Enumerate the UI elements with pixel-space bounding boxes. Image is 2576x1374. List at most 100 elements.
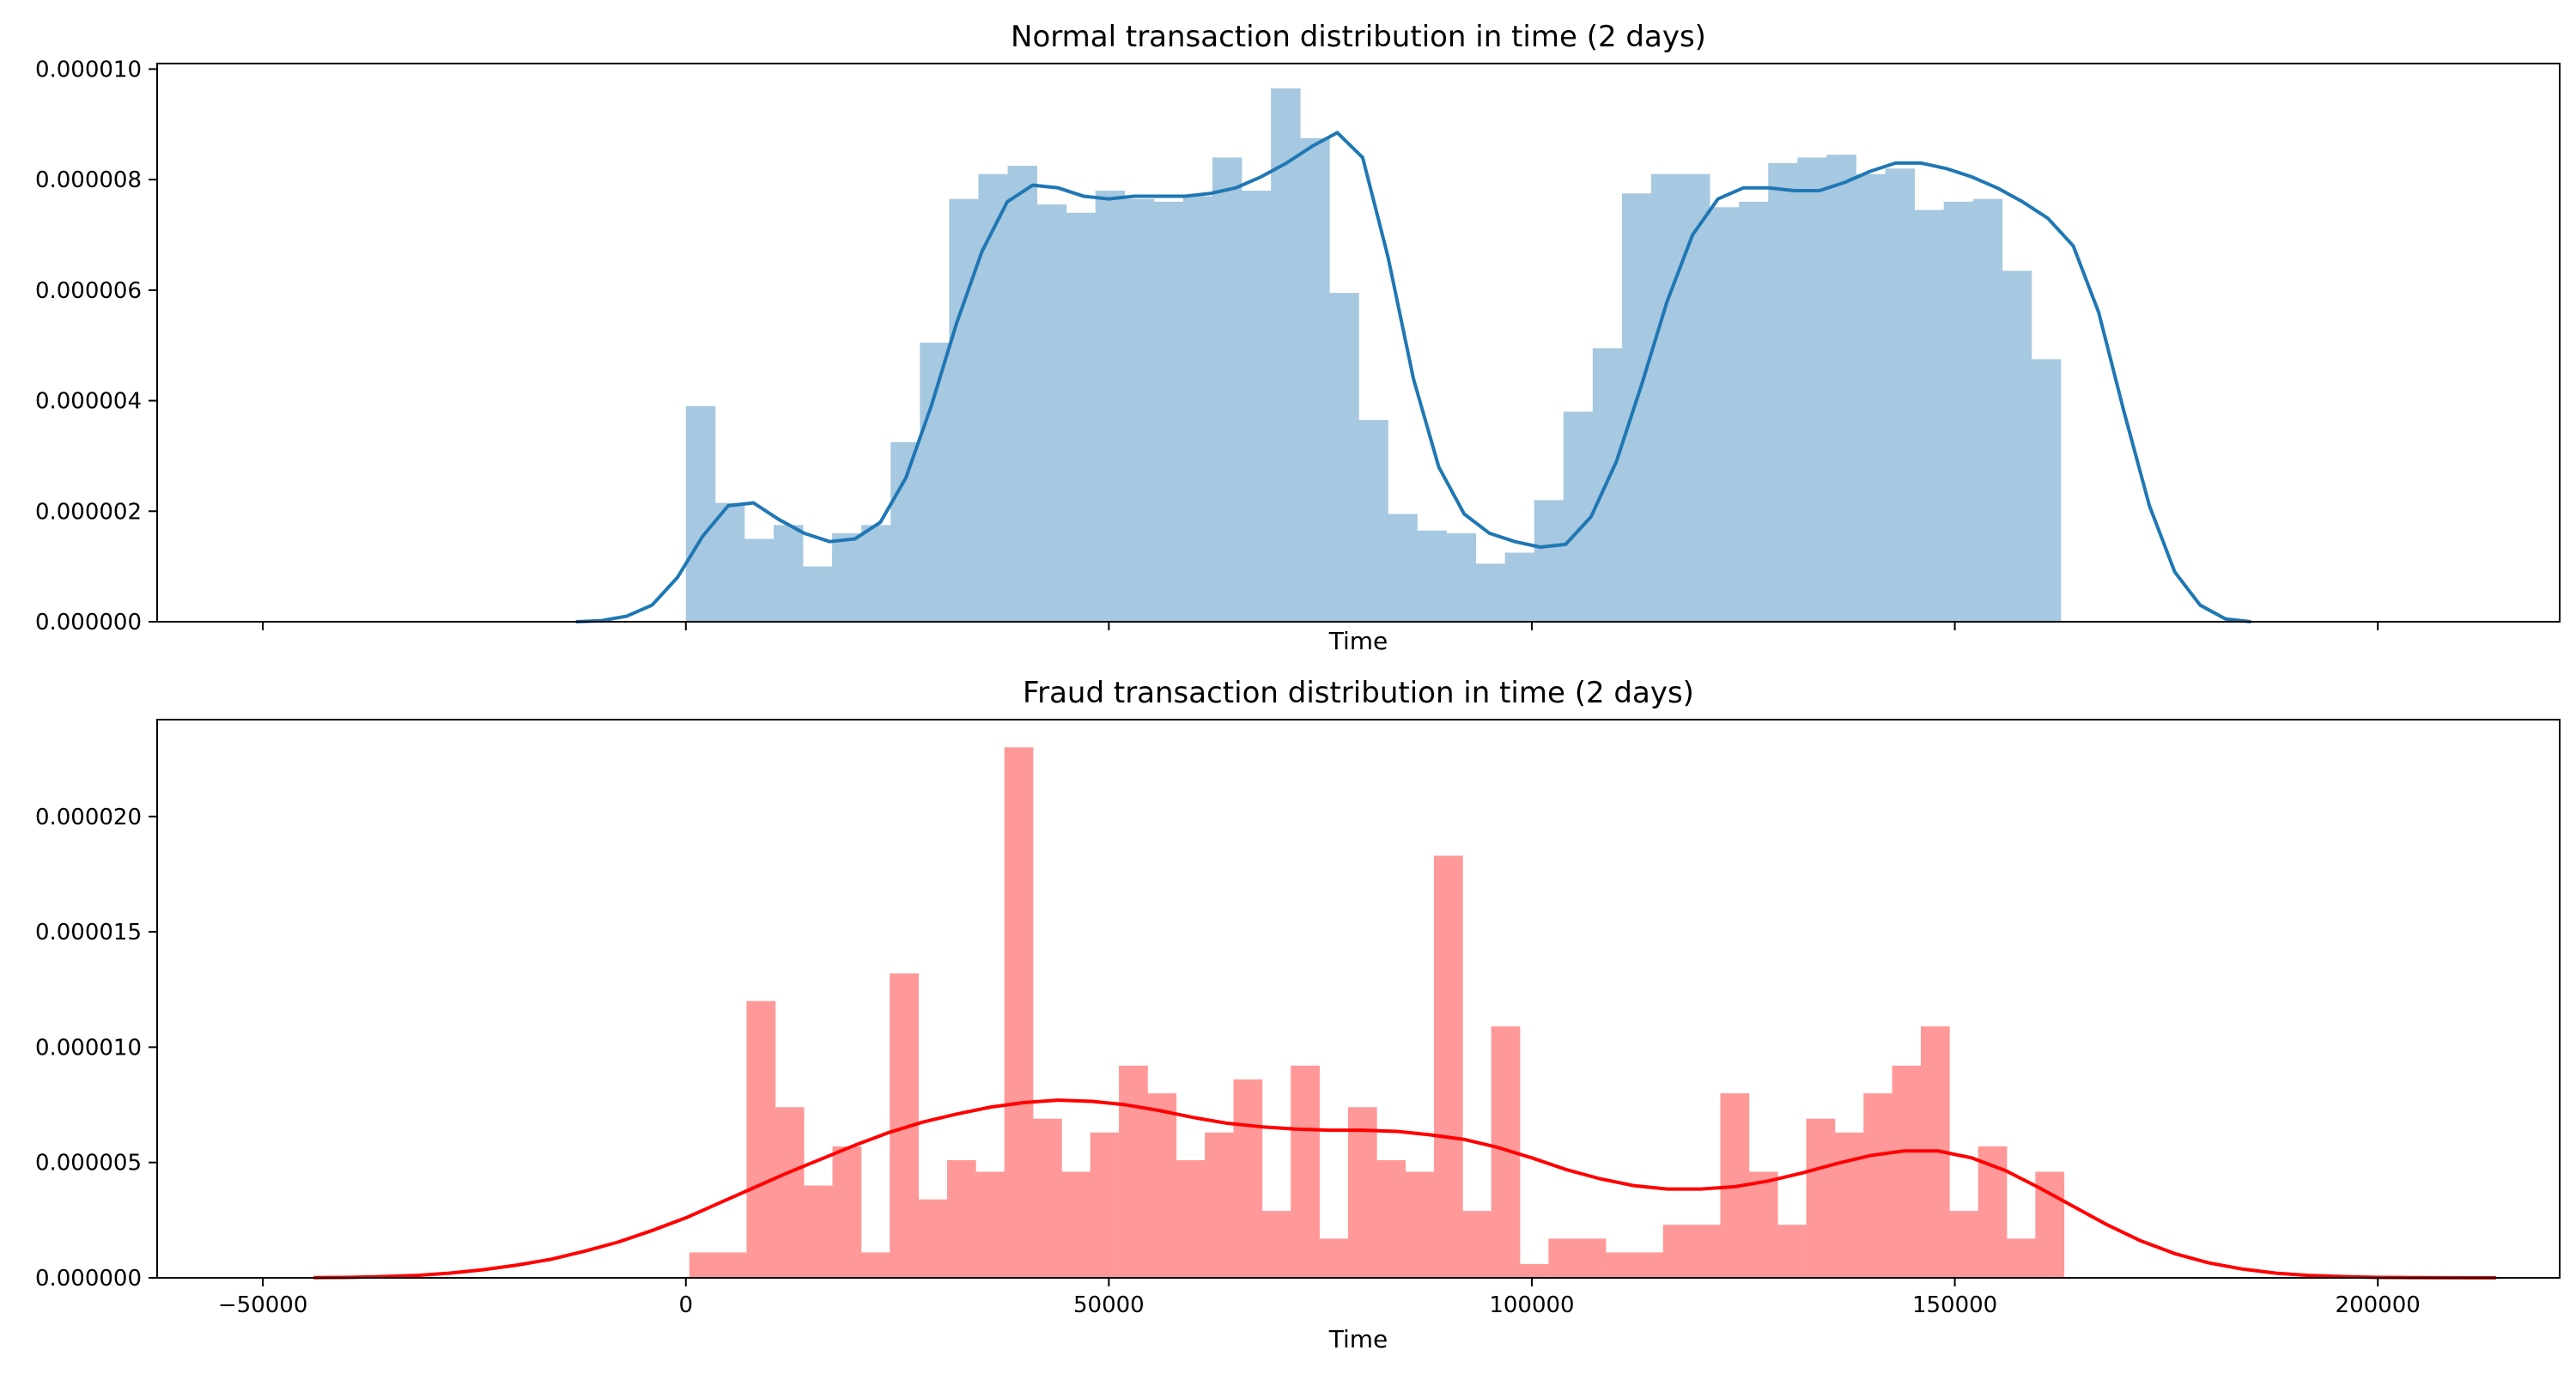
fraud-histogram-bar — [746, 1000, 776, 1278]
fraud-y-tick-label: 0.000020 — [35, 805, 142, 830]
fraud-y-axis-ticks: 0.000000 0.000005 0.000010 0.000015 0.000020 — [35, 805, 157, 1292]
normal-histogram-bar — [1797, 157, 1827, 622]
fraud-x-tick-label: 50000 — [1073, 1292, 1145, 1318]
fraud-histogram-bar — [689, 1252, 719, 1278]
normal-histogram-bar — [1036, 204, 1067, 623]
normal-y-tick-label: 0.000010 — [35, 57, 142, 82]
fraud-chart-title: Fraud transaction distribution in time (… — [1023, 676, 1694, 710]
fraud-x-tick-label: 100000 — [1489, 1292, 1574, 1318]
normal-histogram-bar — [1885, 168, 1915, 622]
normal-x-axis-label: Time — [1328, 627, 1388, 655]
normal-histogram-bar — [1329, 293, 1359, 622]
normal-histogram-bar — [1856, 173, 1886, 622]
normal-histogram-bar — [1153, 201, 1184, 622]
normal-histogram-bar — [832, 533, 862, 622]
normal-histogram-bar — [1563, 411, 1594, 622]
fraud-histogram-bar — [1033, 1118, 1062, 1278]
normal-histogram-bar — [744, 538, 775, 622]
fraud-histogram-bar — [1376, 1160, 1406, 1278]
normal-histogram-bar — [920, 343, 950, 622]
fraud-histogram-bar — [946, 1160, 976, 1278]
fraud-histogram-bar — [1834, 1132, 1864, 1278]
fraud-histogram-bar — [1319, 1238, 1349, 1278]
fraud-histogram-bar — [1233, 1079, 1263, 1278]
normal-histogram-bar — [1358, 420, 1388, 622]
normal-histogram-bar — [2002, 271, 2032, 622]
normal-histogram-bar — [1475, 563, 1506, 622]
normal-x-axis-ticks — [262, 622, 2379, 630]
fraud-histogram-bar — [804, 1185, 833, 1278]
normal-y-tick-label: 0.000006 — [35, 278, 142, 304]
normal-histogram-bar — [1826, 155, 1856, 622]
fraud-histogram-bar — [775, 1107, 805, 1278]
fraud-histogram-bar — [1176, 1160, 1206, 1278]
normal-histogram-bar — [1095, 191, 1126, 622]
fraud-x-tick-label: 0 — [678, 1292, 693, 1318]
fraud-histogram-bar — [1662, 1225, 1692, 1278]
normal-y-axis-ticks: 0.000000 0.000002 0.000004 0.000006 0.000008… — [35, 57, 157, 635]
fraud-histogram-bar — [1291, 1065, 1320, 1278]
fraud-histogram-bar — [1949, 1211, 1979, 1278]
fraud-histogram-bar — [1147, 1093, 1177, 1278]
fraud-histogram-bar — [1405, 1171, 1435, 1278]
fraud-histogram-bar — [832, 1146, 862, 1278]
fraud-x-tick-label: −50000 — [218, 1292, 308, 1318]
fraud-histogram-bar — [1892, 1065, 1922, 1278]
normal-histogram-bar — [1124, 198, 1155, 623]
normal-histogram-bar — [714, 502, 745, 622]
fraud-histogram-bar — [860, 1252, 890, 1278]
fraud-histogram-bar — [918, 1199, 948, 1278]
fraud-histogram-bar — [1119, 1065, 1148, 1278]
normal-histogram-bars — [685, 88, 2062, 623]
fraud-histogram-bar — [1520, 1263, 1549, 1278]
normal-histogram-bar — [1271, 88, 1301, 622]
fraud-histogram-bar — [1205, 1132, 1234, 1278]
normal-y-tick-label: 0.000000 — [35, 610, 142, 635]
normal-histogram-bar — [1680, 173, 1710, 622]
normal-y-tick-label: 0.000004 — [35, 389, 142, 415]
fraud-x-tick-label: 150000 — [1912, 1292, 1997, 1318]
fraud-histogram-bar — [1090, 1132, 1120, 1278]
fraud-transaction-subplot: Fraud transaction distribution in time (… — [35, 676, 2561, 1353]
fraud-y-tick-label: 0.000005 — [35, 1151, 142, 1176]
normal-histogram-bar — [1739, 201, 1769, 622]
normal-histogram-bar — [1388, 514, 1418, 622]
fraud-x-axis-ticks: −50000 0 50000 100000 150000 200000 — [218, 1278, 2421, 1318]
normal-histogram-bar — [2031, 359, 2062, 622]
normal-histogram-bar — [1504, 552, 1535, 622]
fraud-y-tick-label: 0.000015 — [35, 920, 142, 945]
fraud-histogram-bar — [1606, 1252, 1635, 1278]
fraud-histogram-bars — [689, 747, 2065, 1278]
fraud-histogram-bar — [1433, 855, 1463, 1278]
fraud-histogram-bar — [1462, 1211, 1492, 1278]
fraud-histogram-bar — [1863, 1093, 1893, 1278]
normal-histogram-bar — [949, 198, 979, 623]
normal-histogram-bar — [1650, 173, 1681, 622]
normal-y-tick-label: 0.000002 — [35, 499, 142, 525]
normal-histogram-bar — [1621, 193, 1652, 623]
normal-histogram-bar — [773, 525, 804, 622]
fraud-x-tick-label: 200000 — [2336, 1292, 2421, 1318]
fraud-histogram-bar — [1004, 747, 1034, 1278]
fraud-kde-line — [313, 1098, 2497, 1280]
normal-histogram-bar — [1182, 196, 1213, 622]
normal-histogram-bar — [803, 566, 833, 622]
normal-histogram-bar — [978, 173, 1008, 622]
fraud-histogram-bar — [1777, 1225, 1807, 1278]
normal-histogram-bar — [1914, 210, 1945, 623]
normal-histogram-bar — [1943, 201, 1974, 622]
normal-chart-title: Normal transaction distribution in time … — [1011, 20, 1706, 54]
fraud-histogram-bar — [1692, 1225, 1721, 1278]
normal-histogram-bar — [1212, 157, 1242, 622]
normal-histogram-bar — [1066, 212, 1097, 622]
fraud-histogram-bar — [1577, 1238, 1607, 1278]
normal-histogram-bar — [890, 441, 920, 622]
fraud-histogram-bar — [1634, 1252, 1664, 1278]
fraud-plot-frame — [156, 719, 2561, 1279]
fraud-histogram-bar — [1061, 1171, 1091, 1278]
normal-kde-line — [575, 131, 2251, 623]
fraud-histogram-bar — [718, 1252, 747, 1278]
fraud-y-tick-label: 0.000000 — [35, 1266, 142, 1292]
fraud-histogram-bar — [1347, 1107, 1377, 1278]
normal-histogram-bar — [1534, 500, 1564, 622]
